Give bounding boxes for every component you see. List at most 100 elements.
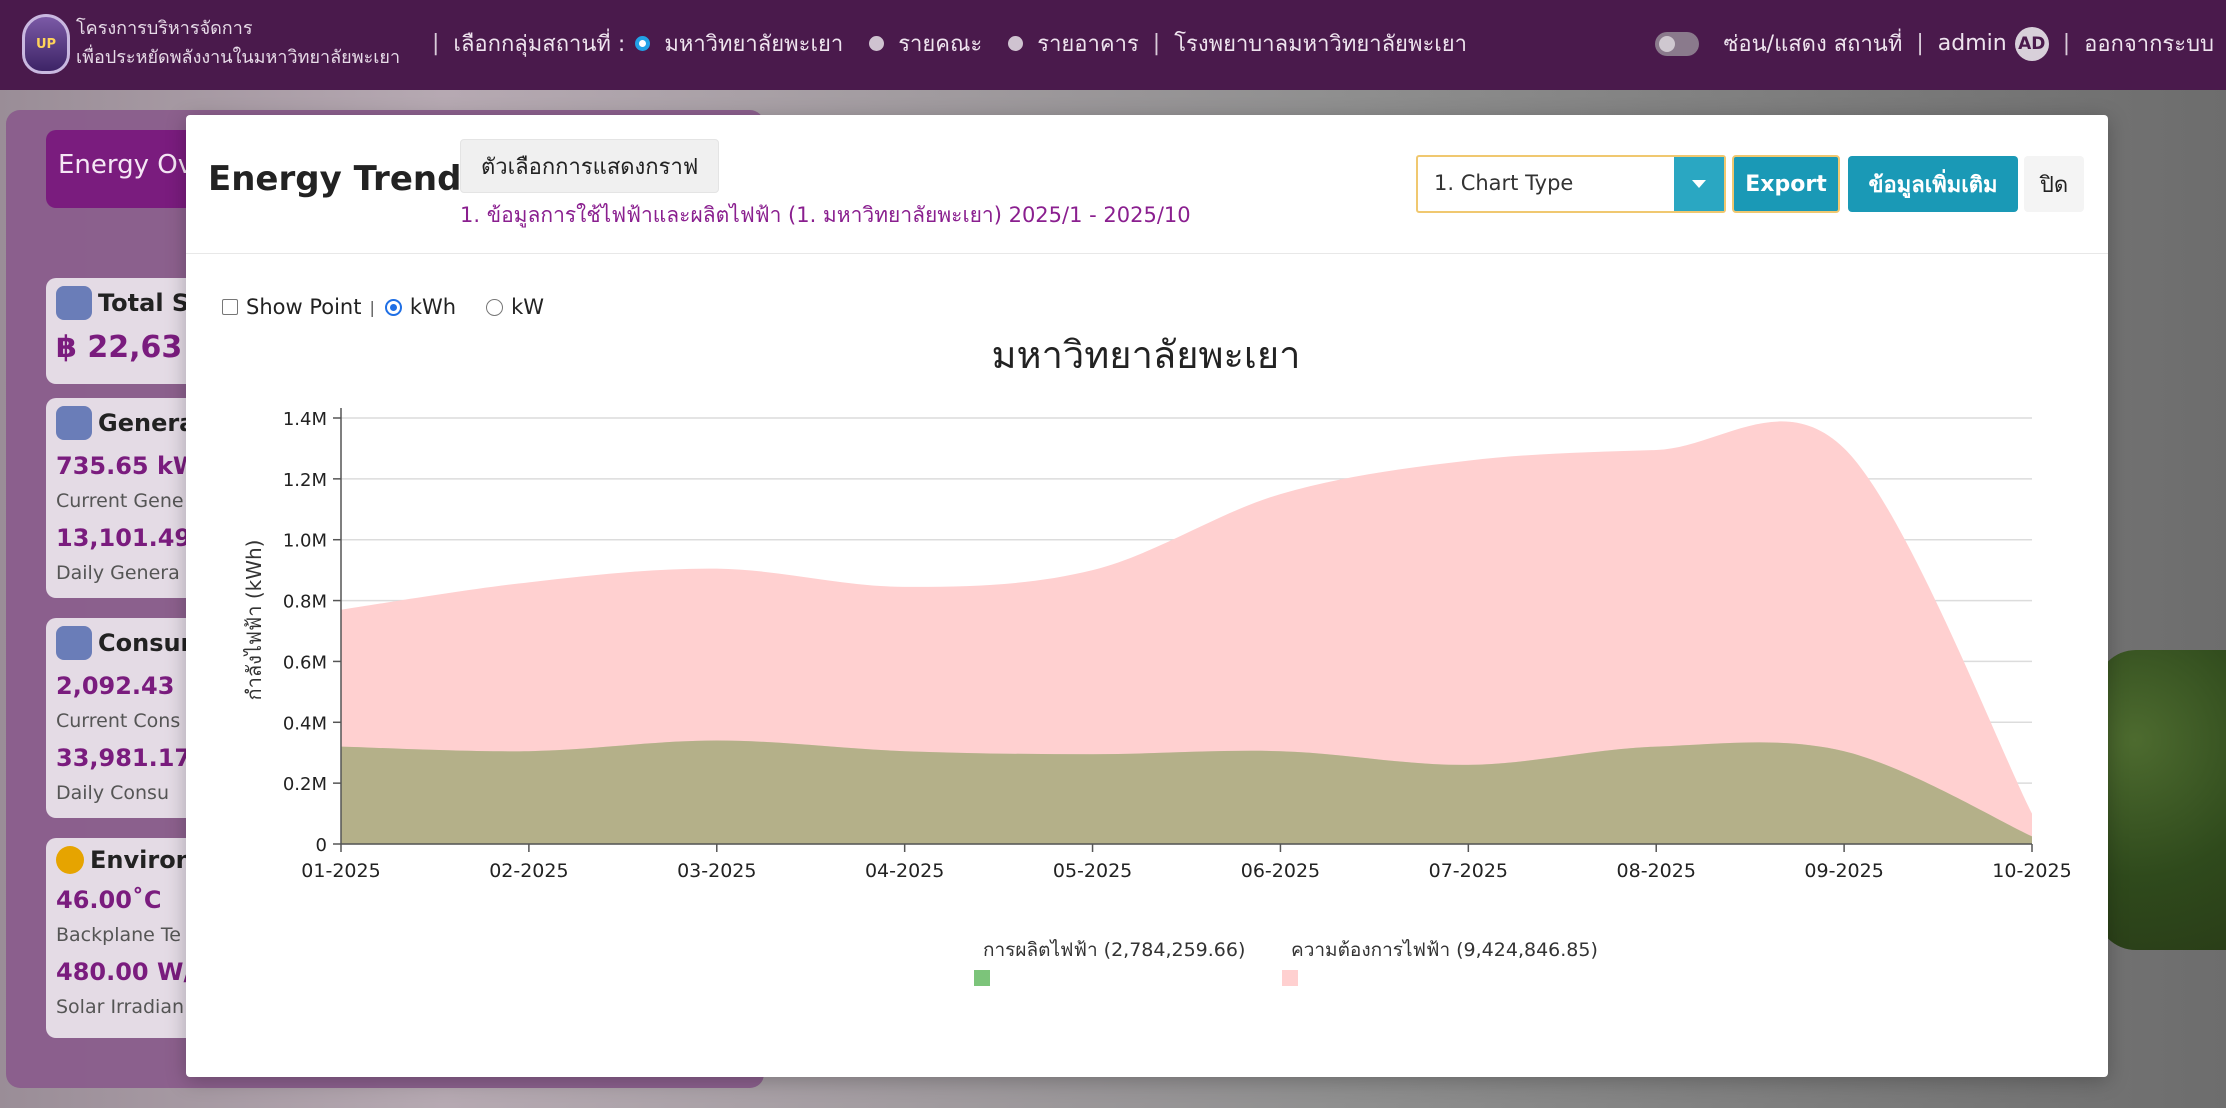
chart-type-select[interactable]: 1. Chart Type xyxy=(1416,155,1726,213)
series-overlap-area xyxy=(341,740,2032,844)
x-tick-label: 09-2025 xyxy=(1804,860,1883,882)
radio-building[interactable] xyxy=(1008,36,1024,51)
legend-label: การผลิตไฟฟ้า (2,784,259.66) xyxy=(983,939,1245,961)
y-tick-label: 1.0M xyxy=(283,531,327,552)
y-tick-label: 0.6M xyxy=(283,652,327,673)
logout-link[interactable]: ออกจากระบบ xyxy=(2084,32,2214,57)
y-tick-label: 1.2M xyxy=(283,470,327,491)
modal-header: Energy Trend ตัวเลือกการแสดงกราฟ 1. ข้อม… xyxy=(186,115,2108,254)
card-title: Consum xyxy=(98,629,196,657)
show-point-checkbox[interactable] xyxy=(222,299,238,315)
x-tick-label: 04-2025 xyxy=(865,860,944,882)
x-tick-label: 02-2025 xyxy=(489,860,568,882)
y-tick-label: 0 xyxy=(316,835,327,856)
username: admin xyxy=(1937,31,2007,56)
card-value: 46.00˚C xyxy=(56,886,162,914)
unit-kw-label[interactable]: kW xyxy=(511,295,545,319)
card-value: 33,981.17 k xyxy=(56,744,196,772)
brand-line-1: โครงการบริหารจัดการ xyxy=(76,18,253,39)
card-value: ฿ 22,63 xyxy=(56,330,183,365)
chart-axes: 0 0.2M 0.4M 0.6M 0.8M 1.0M 1.2M 1.4M 01-2025 02-2… xyxy=(283,408,2072,882)
location-group-selector: | เลือกกลุ่มสถานที่ : มหาวิทยาลัยพะเยา ร… xyxy=(426,26,1467,61)
show-location-toggle[interactable] xyxy=(1655,31,1700,56)
legend-swatch[interactable] xyxy=(1282,970,1298,986)
modal-title: Energy Trend xyxy=(208,159,462,199)
y-tick-label: 0.2M xyxy=(283,774,327,795)
avatar[interactable]: AD xyxy=(2014,26,2049,61)
university-logo[interactable]: UP xyxy=(22,14,70,74)
legend-swatch[interactable] xyxy=(974,970,990,986)
coins-icon xyxy=(56,286,92,320)
chart-option-row: Show Point | kWh kW xyxy=(222,295,544,319)
card-title: Genera xyxy=(98,409,196,437)
group-label: เลือกกลุ่มสถานที่ : xyxy=(453,32,626,57)
card-label: Current Cons xyxy=(56,710,181,732)
x-tick-label: 08-2025 xyxy=(1617,860,1696,882)
hospital-link[interactable]: โรงพยาบาลมหาวิทยาลัยพะเยา xyxy=(1174,32,1468,57)
y-tick-label: 0.8M xyxy=(283,592,327,613)
card-label: Current Gene xyxy=(56,490,184,512)
y-tick-label: 1.4M xyxy=(283,409,327,430)
consumption-card: Consum 2,092.43 Current Cons 33,981.17 k… xyxy=(46,618,196,818)
divider: | xyxy=(1916,31,1924,56)
y-tick-label: 0.4M xyxy=(283,713,327,734)
nav-right: ซ่อน/แสดง สถานที่ | admin AD | ออกจากระบ… xyxy=(1655,26,2214,61)
card-label: Backplane Te xyxy=(56,924,181,946)
option-building[interactable]: รายอาคาร xyxy=(1037,32,1139,57)
modal-subtitle: 1. ข้อมูลการใช้ไฟฟ้าและผลิตไฟฟ้า (1. มหา… xyxy=(460,203,1191,227)
chart-legend: การผลิตไฟฟ้า (2,784,259.66) ความต้องการไฟ… xyxy=(974,939,1598,986)
export-button[interactable]: Export xyxy=(1732,155,1840,213)
card-label: Daily Genera xyxy=(56,562,180,584)
x-tick-label: 10-2025 xyxy=(1992,860,2071,882)
solar-panel-icon xyxy=(56,406,92,440)
card-label: Daily Consu xyxy=(56,782,169,804)
top-navbar: UP โครงการบริหารจัดการ เพื่อประหยัดพลังง… xyxy=(0,0,2226,90)
divider: | xyxy=(1152,31,1161,56)
y-axis-label: กำลังไฟฟ้า (kWh) xyxy=(242,540,266,701)
x-tick-label: 05-2025 xyxy=(1053,860,1132,882)
card-value: 2,092.43 xyxy=(56,672,175,700)
toggle-label: ซ่อน/แสดง สถานที่ xyxy=(1723,32,1903,57)
logo-text: UP xyxy=(35,36,57,52)
unit-kwh-label[interactable]: kWh xyxy=(409,295,457,319)
divider: | xyxy=(2062,31,2071,56)
legend-label: ความต้องการไฟฟ้า (9,424,846.85) xyxy=(1291,939,1598,961)
divider: | xyxy=(369,297,375,317)
unit-kw-radio[interactable] xyxy=(486,298,504,316)
brand-line-2: เพื่อประหยัดพลังงานในมหาวิทยาลัยพะเยา xyxy=(76,47,401,68)
show-point-label[interactable]: Show Point xyxy=(246,295,362,319)
x-tick-label: 06-2025 xyxy=(1241,860,1320,882)
total-saving-card: Total Sa ฿ 22,63 xyxy=(46,278,196,384)
card-value: 13,101.49 k xyxy=(56,524,196,552)
x-tick-label: 01-2025 xyxy=(301,860,380,882)
forest-image xyxy=(2096,650,2226,950)
chevron-down-icon[interactable] xyxy=(1674,157,1724,211)
card-value: 735.65 kW xyxy=(56,452,196,480)
x-tick-label: 03-2025 xyxy=(677,860,756,882)
environment-card: Environ 46.00˚C Backplane Te 480.00 W/ S… xyxy=(46,838,196,1038)
more-info-button[interactable]: ข้อมูลเพิ่มเติม xyxy=(1848,156,2018,212)
option-faculty[interactable]: รายคณะ xyxy=(898,32,983,57)
option-university[interactable]: มหาวิทยาลัยพะเยา xyxy=(664,32,844,57)
energy-trend-chart: 0 0.2M 0.4M 0.6M 0.8M 1.0M 1.2M 1.4M 01-2025 02-2… xyxy=(242,333,2072,986)
chart-title: มหาวิทยาลัยพะเยา xyxy=(991,333,1300,377)
close-button[interactable]: ปิด xyxy=(2024,156,2084,212)
series-area-0 xyxy=(341,421,2032,844)
card-value: 480.00 W/ xyxy=(56,958,193,986)
chart-options-button[interactable]: ตัวเลือกการแสดงกราฟ xyxy=(460,139,720,193)
unit-kwh-radio[interactable] xyxy=(384,298,402,316)
radio-faculty[interactable] xyxy=(869,36,885,51)
chart-areas xyxy=(341,421,2032,844)
divider: | xyxy=(432,31,440,56)
radio-university[interactable] xyxy=(635,36,651,51)
sun-icon xyxy=(56,846,84,874)
plug-icon xyxy=(56,626,92,660)
energy-trend-modal: Energy Trend ตัวเลือกการแสดงกราฟ 1. ข้อม… xyxy=(186,115,2108,1077)
card-label: Solar Irradian xyxy=(56,996,185,1018)
card-title: Environ xyxy=(90,846,193,874)
card-title: Total Sa xyxy=(98,289,196,317)
x-tick-label: 07-2025 xyxy=(1429,860,1508,882)
brand-text: โครงการบริหารจัดการ เพื่อประหยัดพลังงานใ… xyxy=(76,14,400,72)
generation-card: Genera 735.65 kW Current Gene 13,101.49 … xyxy=(46,398,196,598)
chart-type-value: 1. Chart Type xyxy=(1434,171,1574,195)
